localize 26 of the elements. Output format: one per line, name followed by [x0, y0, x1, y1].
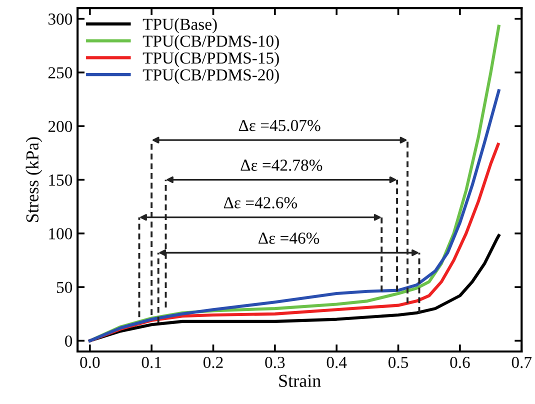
y-tick-label: 0 [65, 335, 72, 347]
x-tick-label: 0.5 [388, 356, 408, 368]
annotation: Δε =42.78% [240, 160, 322, 171]
x-tick-label: 0.1 [142, 356, 161, 368]
annotation: Δε =45.07% [238, 120, 320, 132]
y-tick-label: 300 [48, 14, 72, 25]
y-axis-title: Stress (kPa) [26, 137, 42, 222]
y-tick-label: 150 [49, 174, 72, 186]
y-tick-label: 200 [48, 120, 72, 132]
legend-label: TPU(CB/PDMS-20) [142, 68, 279, 84]
y-tick-label: 250 [48, 67, 72, 78]
y-tick-label: 50 [57, 282, 72, 294]
x-tick-label: 0.0 [80, 356, 100, 368]
annotation: Δε =46% [258, 232, 320, 244]
annotation: Δε =42.6% [224, 197, 298, 208]
y-tick-label: 100 [49, 228, 72, 240]
legend-label: TPU(Base) [142, 18, 217, 34]
legend-label: TPU(CB/PDMS-15) [142, 52, 279, 68]
x-tick-label: 0.3 [265, 356, 285, 368]
x-tick-label: 0.6 [450, 356, 470, 368]
legend-label: TPU(CB/PDMS-10) [142, 35, 279, 50]
x-axis-title: Strain [279, 374, 321, 387]
x-tick-label: 0.7 [512, 356, 532, 368]
x-tick-label: 0.2 [203, 356, 223, 368]
x-tick-label: 0.4 [326, 356, 347, 368]
line-series [88, 89, 500, 342]
